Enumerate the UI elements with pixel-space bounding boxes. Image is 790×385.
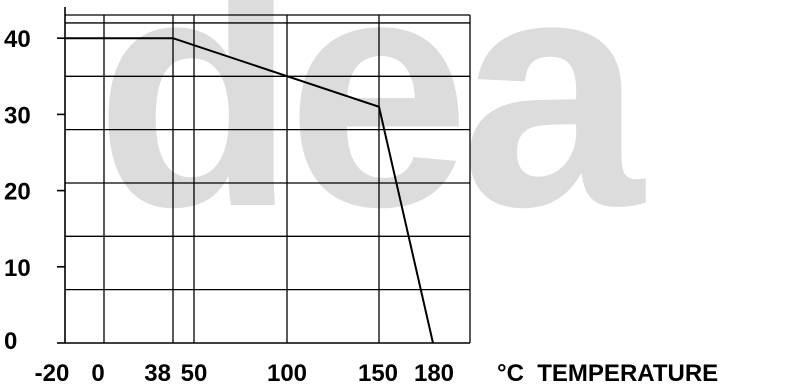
derating-curve: [65, 37, 434, 344]
x-tick-label: 50: [181, 360, 208, 385]
x-tick-label: -20: [35, 360, 70, 385]
y-tick-label: 30: [4, 102, 31, 129]
x-tick-label: 150: [358, 360, 398, 385]
x-tick-label: 38: [144, 360, 171, 385]
x-tick-label: 100: [267, 360, 307, 385]
chart-grid: [65, 15, 470, 343]
x-tick-label: 0: [91, 360, 104, 385]
y-tick-label: 10: [4, 255, 31, 282]
x-tick-label: 180: [414, 360, 454, 385]
y-tick-label: 20: [4, 179, 31, 206]
x-axis-label: °C TEMPERATURE: [497, 360, 718, 385]
x-tick-labels: -20 0 38 50 100 150 180: [35, 360, 454, 385]
watermark-logo: dea: [95, 0, 646, 275]
y-tick-labels: 0 10 20 30 40: [4, 26, 31, 355]
chart-axes: [57, 7, 471, 344]
y-tick-label: 40: [4, 26, 31, 53]
chart-series: [65, 37, 434, 344]
y-tick-label: 0: [4, 328, 17, 355]
